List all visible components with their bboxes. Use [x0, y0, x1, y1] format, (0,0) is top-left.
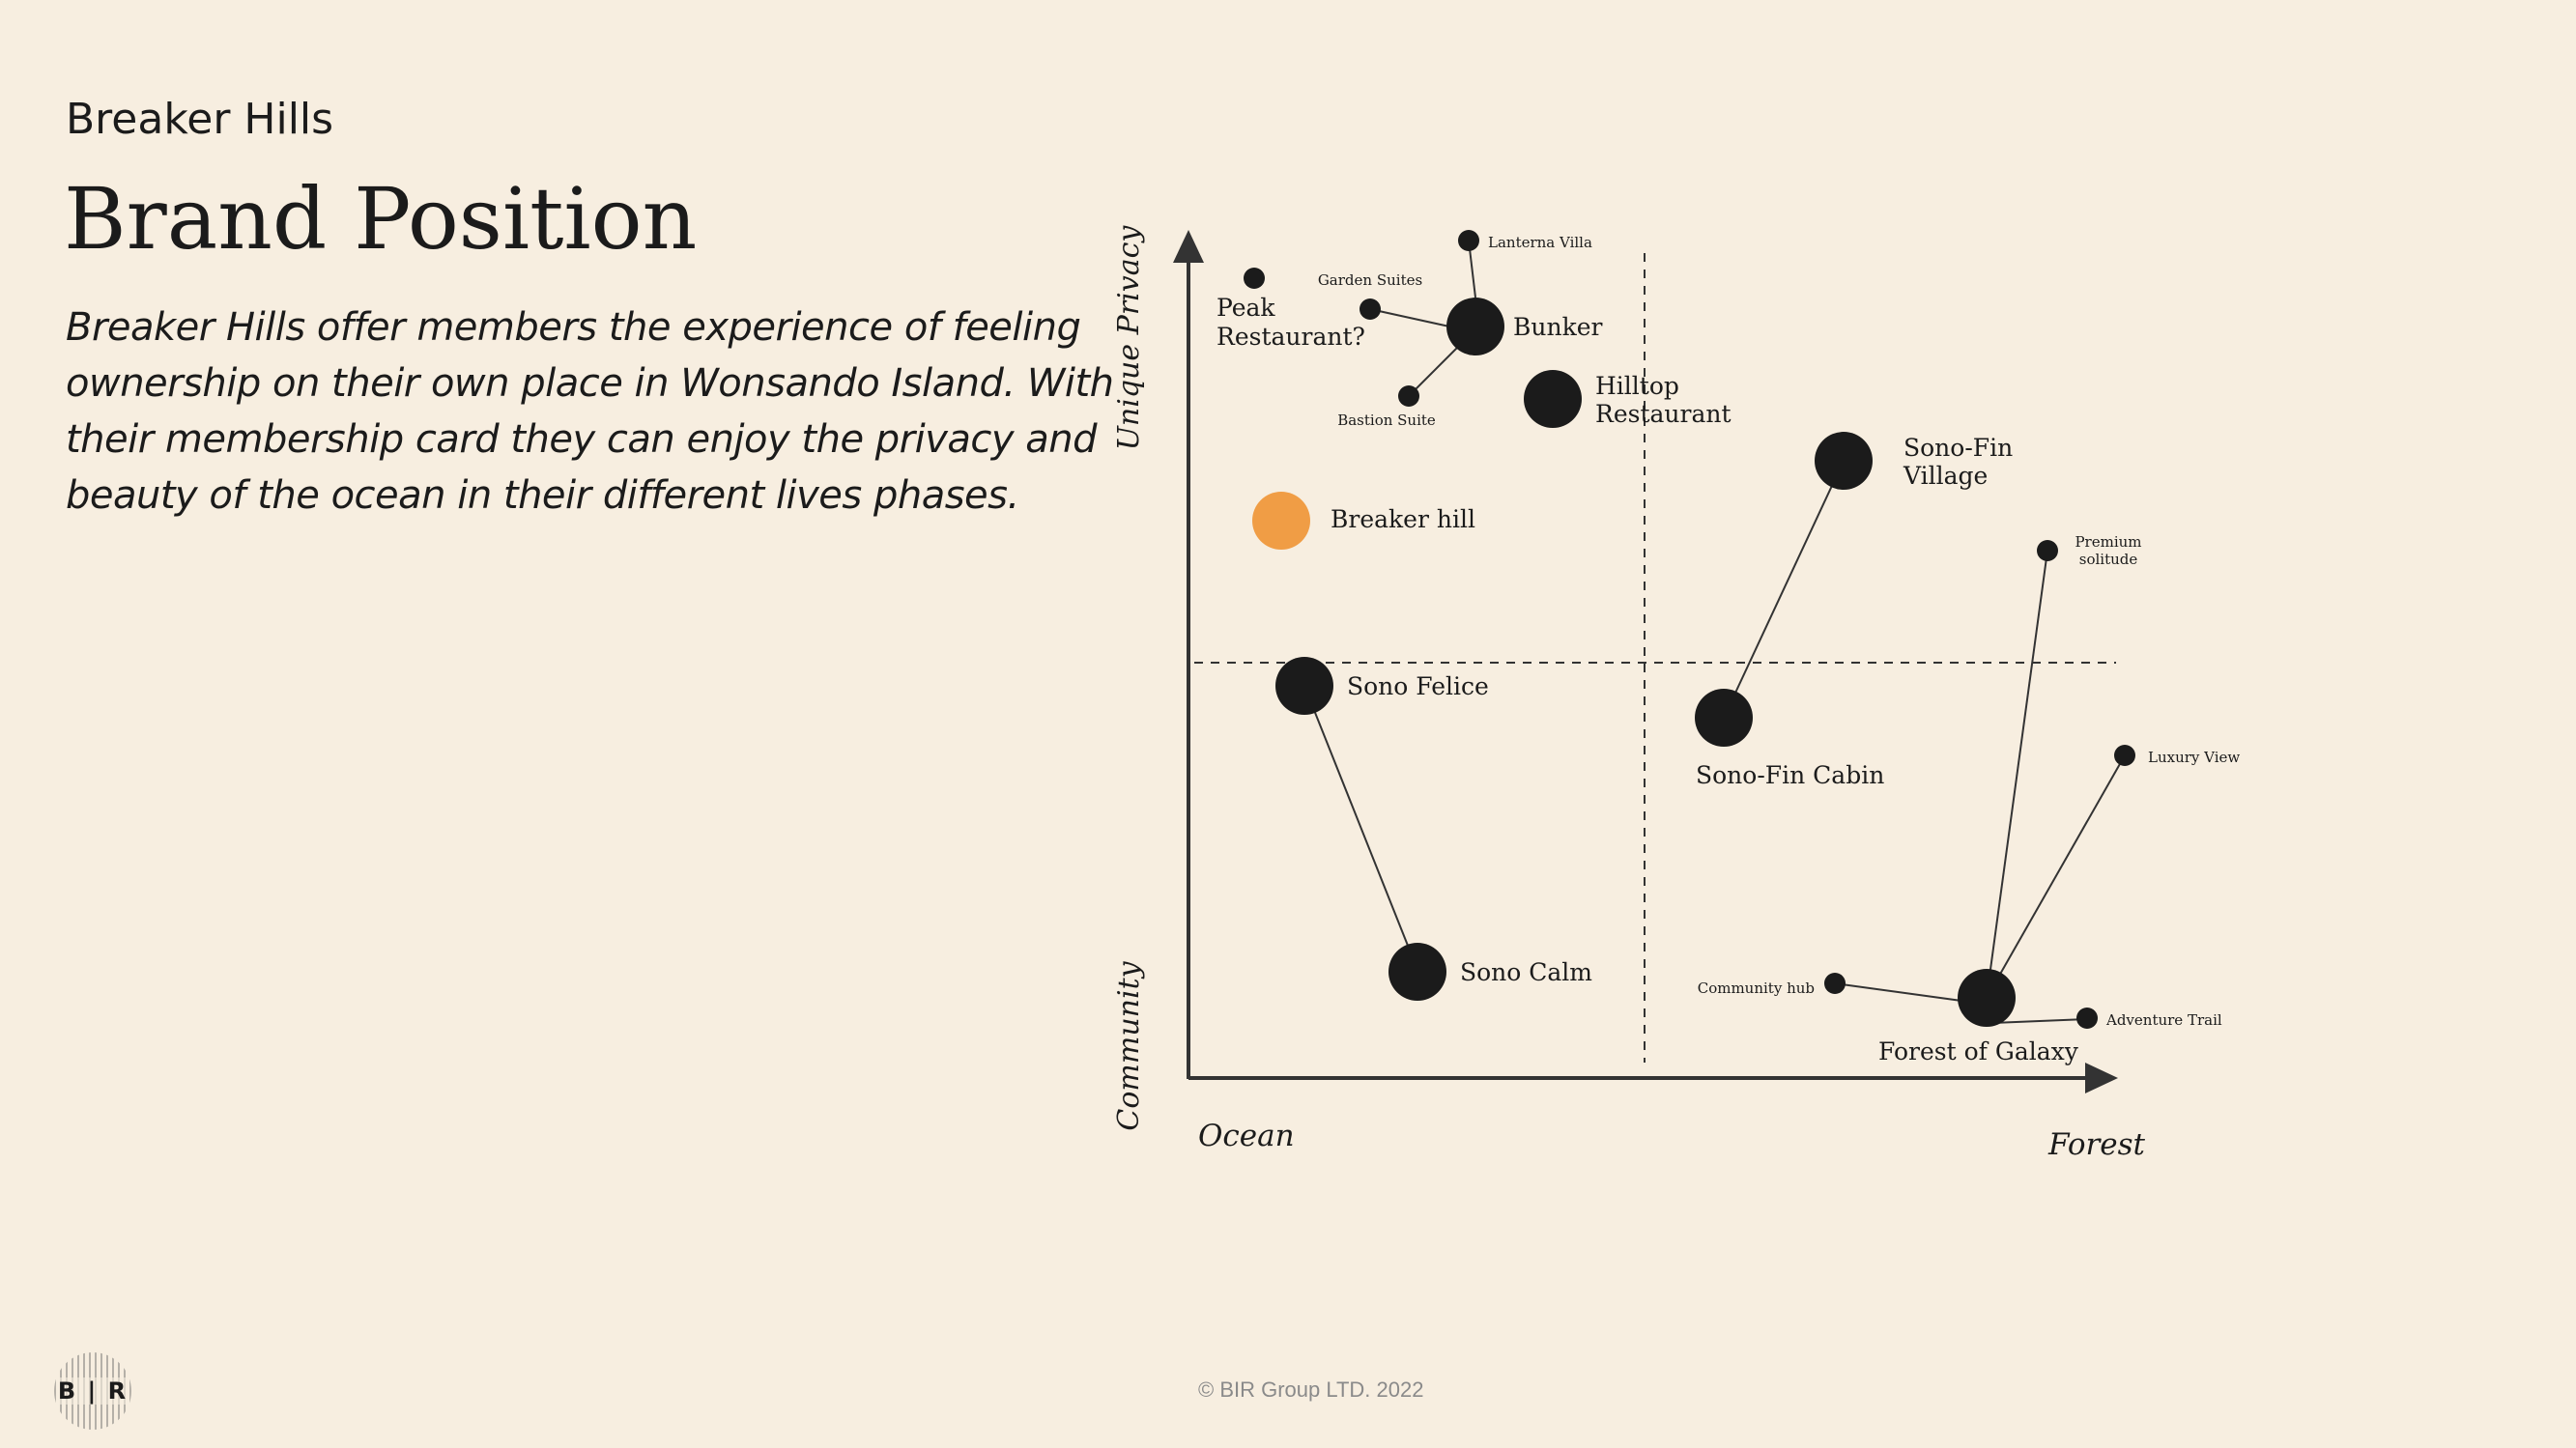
node-labels: Lanterna Villa Garden Suites Peak Restau…	[1216, 234, 2240, 1065]
label-bunker: Bunker	[1513, 313, 1603, 341]
node-forest-of-galaxy	[1958, 969, 2016, 1027]
node-sono-calm	[1388, 943, 1446, 1001]
label-forest-of-galaxy: Forest of Galaxy	[1878, 1037, 2079, 1065]
node-peak-restaurant	[1244, 268, 1265, 289]
node-adventure-trail	[2076, 1008, 2098, 1029]
connector-bunker-garden	[1369, 308, 1450, 327]
description-line: their membership card they can enjoy the…	[66, 417, 1098, 462]
description-line: Breaker Hills offer members the experien…	[66, 305, 1081, 350]
label-sono-felice: Sono Felice	[1347, 672, 1489, 700]
label-sonofin-village-line2: Village	[1903, 462, 1988, 490]
label-sonofin-cabin: Sono-Fin Cabin	[1696, 761, 1884, 789]
label-breaker-hill: Breaker hill	[1331, 505, 1475, 533]
label-bastion-suite: Bastion Suite	[1337, 412, 1436, 429]
node-garden-suites	[1360, 298, 1381, 320]
connector-galaxy-luxury	[1986, 754, 2126, 999]
bir-logo: B | R	[54, 1352, 131, 1430]
node-sono-felice	[1275, 657, 1333, 715]
label-hilltop-line1: Hilltop	[1595, 372, 1679, 400]
node-community-hub	[1824, 973, 1846, 994]
x-axis-arrow	[2085, 1063, 2118, 1093]
y-axis-arrow	[1173, 230, 1204, 263]
node-breaker-hill	[1252, 492, 1310, 550]
label-premium-line1: Premium	[2075, 533, 2141, 551]
label-sonofin-village-line1: Sono-Fin	[1903, 434, 2013, 462]
label-peak-restaurant-line2: Restaurant?	[1216, 323, 1365, 351]
node-sonofin-village	[1815, 432, 1873, 490]
page-title: Brand Position	[64, 169, 698, 269]
x-axis-right-label: Forest	[2047, 1127, 2146, 1162]
connector-sonofin	[1723, 460, 1845, 719]
label-luxury-view: Luxury View	[2148, 749, 2240, 766]
x-axis-left-label: Ocean	[1198, 1119, 1295, 1153]
y-axis-bottom-label: Community	[1112, 960, 1146, 1130]
logo-text: B | R	[54, 1352, 131, 1430]
label-premium-line2: solitude	[2079, 551, 2138, 568]
brand-subtitle: Breaker Hills	[66, 95, 334, 144]
node-luxury-view	[2114, 745, 2135, 766]
connector-galaxy-community	[1834, 982, 1962, 1002]
connector-bunker-bastion	[1408, 345, 1460, 397]
connector-lines	[1303, 240, 2126, 1024]
label-garden-suites: Garden Suites	[1318, 271, 1422, 289]
connector-sono-felice-calm	[1303, 685, 1418, 971]
node-hilltop-restaurant	[1524, 370, 1582, 428]
copyright-footer: © BIR Group LTD. 2022	[1198, 1377, 1424, 1402]
node-premium-solitude	[2037, 540, 2058, 561]
brand-description: Breaker Hills offer members the experien…	[66, 299, 1114, 524]
description-line: ownership on their own place in Wonsando…	[66, 361, 1114, 406]
description-line: beauty of the ocean in their different l…	[66, 473, 1019, 518]
y-axis-top-label: Unique Privacy	[1112, 225, 1146, 451]
node-lanterna-villa	[1458, 230, 1479, 251]
node-sonofin-cabin	[1695, 689, 1753, 747]
label-peak-restaurant-line1: Peak	[1216, 294, 1275, 322]
connector-galaxy-adventure	[1991, 1018, 2088, 1024]
node-bunker	[1446, 298, 1504, 355]
connector-galaxy-premium	[1986, 550, 2048, 999]
logo-letters: B | R	[56, 1377, 129, 1405]
label-community-hub: Community hub	[1698, 980, 1815, 997]
label-hilltop-line2: Restaurant	[1595, 400, 1732, 428]
label-sono-calm: Sono Calm	[1460, 958, 1592, 986]
node-bastion-suite	[1398, 385, 1419, 407]
label-adventure-trail: Adventure Trail	[2105, 1011, 2222, 1029]
label-lanterna-villa: Lanterna Villa	[1488, 234, 1592, 251]
